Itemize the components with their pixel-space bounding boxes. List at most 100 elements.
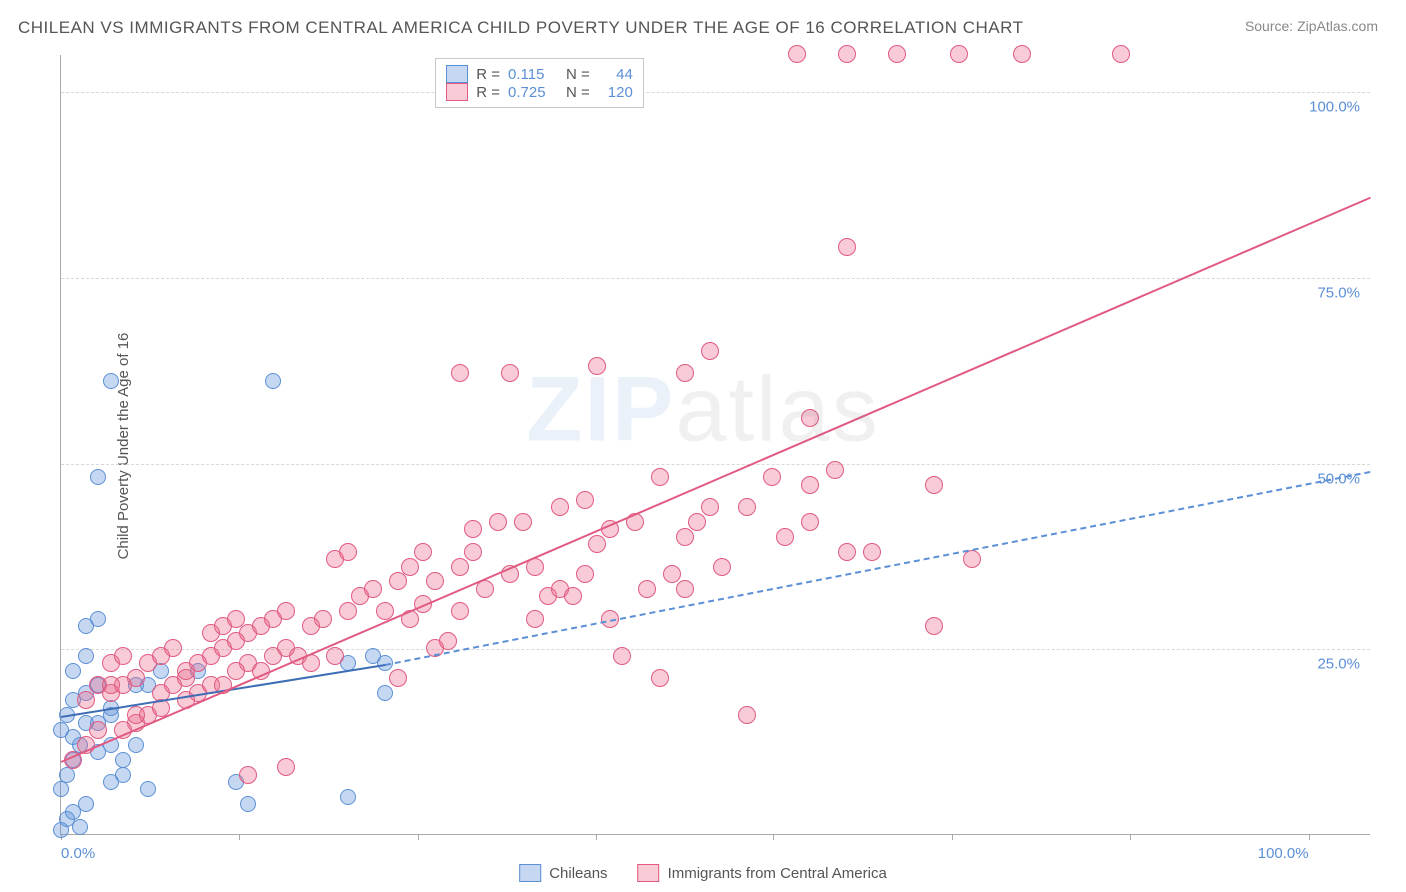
scatter-point [90, 611, 106, 627]
scatter-point [389, 669, 407, 687]
chart-title: CHILEAN VS IMMIGRANTS FROM CENTRAL AMERI… [18, 18, 1023, 38]
scatter-point [59, 767, 75, 783]
r-value: 0.725 [508, 84, 558, 101]
r-label: R = [476, 84, 500, 101]
scatter-point [377, 685, 393, 701]
scatter-point [464, 543, 482, 561]
scatter-point [451, 364, 469, 382]
trend-line [61, 196, 1372, 762]
stats-row: R = 0.115 N = 44 [446, 65, 633, 83]
scatter-point [701, 342, 719, 360]
scatter-point [826, 461, 844, 479]
n-value: 44 [598, 66, 633, 83]
n-value: 120 [598, 84, 633, 101]
gridline-horizontal [61, 464, 1370, 465]
scatter-point [838, 543, 856, 561]
scatter-point [128, 737, 144, 753]
scatter-point [663, 565, 681, 583]
scatter-point [53, 781, 69, 797]
scatter-point [738, 706, 756, 724]
scatter-point [364, 580, 382, 598]
scatter-point [451, 558, 469, 576]
scatter-point [227, 610, 245, 628]
scatter-point [115, 767, 131, 783]
scatter-point [389, 572, 407, 590]
scatter-point [551, 498, 569, 516]
scatter-point [501, 364, 519, 382]
scatter-point [576, 565, 594, 583]
scatter-point [588, 535, 606, 553]
r-value: 0.115 [508, 66, 558, 83]
scatter-point [439, 632, 457, 650]
scatter-point [950, 45, 968, 63]
scatter-point [738, 498, 756, 516]
scatter-point [464, 520, 482, 538]
stats-row: R = 0.725 N = 120 [446, 83, 633, 101]
scatter-point [65, 663, 81, 679]
scatter-point [788, 45, 806, 63]
legend-swatch [638, 864, 660, 882]
x-tick-label: 100.0% [1258, 845, 1309, 862]
scatter-point [526, 610, 544, 628]
scatter-point [801, 513, 819, 531]
scatter-point [277, 602, 295, 620]
scatter-point [1013, 45, 1031, 63]
plot-area: 25.0%50.0%75.0%100.0%0.0%100.0%R =0.115N… [60, 55, 1370, 835]
gridline-horizontal [61, 649, 1370, 650]
chart-source: Source: ZipAtlas.com [1245, 18, 1378, 34]
scatter-point [339, 602, 357, 620]
legend-label: Immigrants from Central America [668, 865, 887, 882]
n-label: N = [566, 84, 590, 101]
scatter-point [277, 758, 295, 776]
scatter-point [140, 781, 156, 797]
scatter-point [651, 669, 669, 687]
scatter-point [103, 373, 119, 389]
scatter-point [801, 409, 819, 427]
stats-legend: R = 0.115 N = 44 R = 0.725 N = 120 [435, 58, 644, 108]
scatter-point [564, 587, 582, 605]
scatter-point [863, 543, 881, 561]
bottom-legend-item: Chileans [519, 864, 607, 882]
x-tick-mark [596, 834, 597, 840]
scatter-point [838, 238, 856, 256]
scatter-point [414, 543, 432, 561]
x-tick-mark [952, 834, 953, 840]
scatter-point [164, 639, 182, 657]
scatter-point [240, 796, 256, 812]
scatter-point [613, 647, 631, 665]
legend-swatch [446, 83, 468, 101]
scatter-point [426, 572, 444, 590]
y-tick-label: 100.0% [1309, 99, 1360, 116]
scatter-point [838, 45, 856, 63]
gridline-horizontal [61, 92, 1370, 93]
scatter-point [576, 491, 594, 509]
scatter-point [239, 766, 257, 784]
scatter-point [326, 647, 344, 665]
scatter-point [78, 648, 94, 664]
x-tick-mark [1130, 834, 1131, 840]
gridline-horizontal [61, 278, 1370, 279]
scatter-point [651, 468, 669, 486]
legend-swatch [446, 65, 468, 83]
r-label: R = [476, 66, 500, 83]
scatter-point [115, 752, 131, 768]
n-label: N = [566, 66, 590, 83]
scatter-point [688, 513, 706, 531]
scatter-point [90, 469, 106, 485]
scatter-point [102, 676, 120, 694]
scatter-point [925, 617, 943, 635]
scatter-point [77, 691, 95, 709]
scatter-point [925, 476, 943, 494]
scatter-point [888, 45, 906, 63]
scatter-point [801, 476, 819, 494]
scatter-point [1112, 45, 1130, 63]
scatter-point [514, 513, 532, 531]
scatter-point [713, 558, 731, 576]
scatter-point [127, 706, 145, 724]
scatter-point [339, 543, 357, 561]
legend-label: Chileans [549, 865, 607, 882]
scatter-point [127, 669, 145, 687]
scatter-point [489, 513, 507, 531]
scatter-point [78, 796, 94, 812]
scatter-point [763, 468, 781, 486]
